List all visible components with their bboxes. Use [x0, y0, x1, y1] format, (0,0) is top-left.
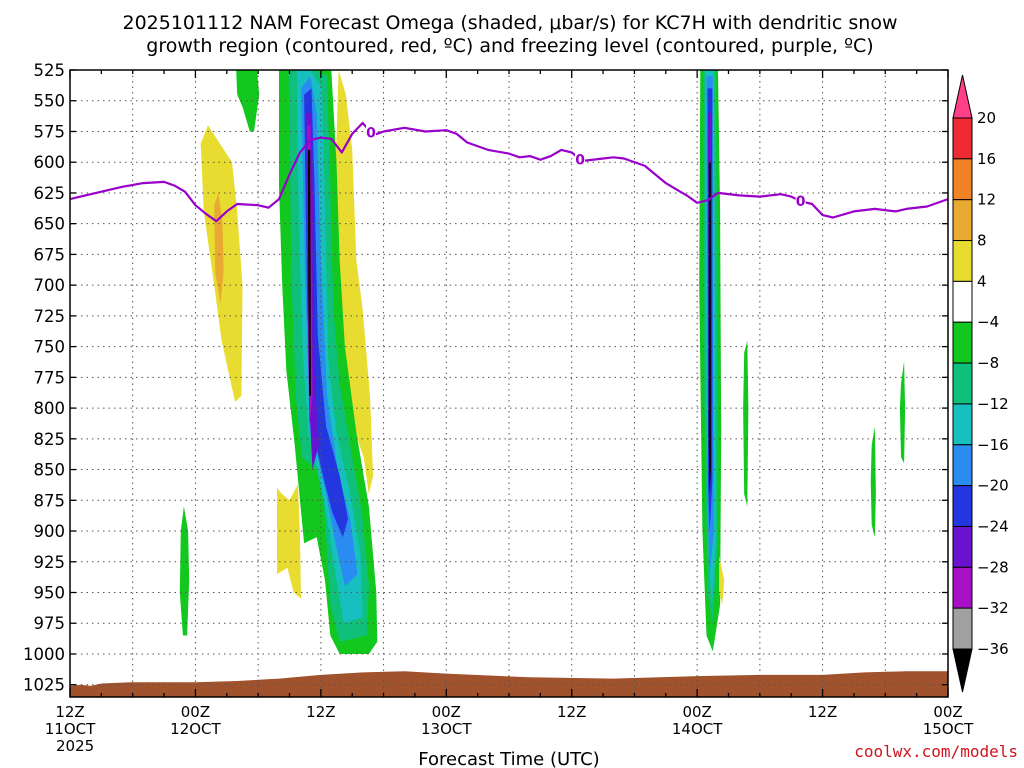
y-tick-label-625: 625: [34, 184, 66, 203]
colorbar-box-9: [952, 485, 973, 527]
colorbar: 20 16 12 8 4 −4 −8 −12 −16 −20 −24 −28 −32 −36: [952, 74, 1009, 693]
x-tick-label-3-1: 13OCT: [421, 720, 472, 738]
colorbar-label-11: −28: [977, 558, 1009, 576]
colorbar-label-7: −12: [977, 395, 1009, 413]
colorbar-box-7: [952, 403, 973, 446]
omega-region-green-12Oct-upper: [236, 70, 260, 132]
omega-region-yellow-behind-main: [333, 70, 374, 495]
colorbar-box-1: [952, 158, 973, 201]
y-tick-label-875: 875: [34, 491, 66, 510]
colorbar-top-triangle: [952, 74, 973, 119]
x-tick-label-1-1: 12OCT: [170, 720, 221, 738]
omega-region-green-14Oct-a: [743, 340, 749, 507]
y-tick-label-550: 550: [34, 92, 66, 111]
axes: 525 550 575 600 625 650 675 700 725 750 775 800 825 8…: [23, 61, 974, 755]
x-tick-label-0-1: 11OCT: [45, 720, 96, 738]
y-tick-label-775: 775: [34, 368, 66, 387]
colorbar-box-3: [952, 240, 973, 282]
plot-area: 0 0 0: [70, 70, 948, 697]
x-tick-label-7-1: 15OCT: [923, 720, 974, 738]
x-tick-label-6-0: 12Z: [808, 703, 837, 721]
y-tick-label-675: 675: [34, 245, 66, 264]
colorbar-bottom-triangle: [952, 648, 973, 693]
freezing-level-label-0: 0: [366, 126, 376, 142]
colorbar-label-5: −4: [977, 313, 999, 331]
colorbar-label-0: 20: [977, 109, 996, 127]
omega-region-green-12Oct-low: [179, 506, 190, 636]
omega-region-green-14Oct-b: [870, 426, 876, 538]
y-tick-label-900: 900: [34, 522, 66, 541]
colorbar-label-4: 4: [977, 272, 987, 290]
y-tick-label-525: 525: [34, 61, 66, 80]
y-tick-label-800: 800: [34, 399, 66, 418]
omega-region-main-black: [307, 149, 311, 396]
colorbar-box-12: [952, 607, 973, 650]
colorbar-box-2: [952, 199, 973, 242]
omega-region-band14-black: [708, 162, 711, 495]
x-tick-label-7-0: 00Z: [933, 703, 962, 721]
y-tick-label-1000: 1000: [23, 645, 65, 664]
colorbar-label-12: −32: [977, 599, 1009, 617]
y-tick-label-1025: 1025: [23, 676, 65, 695]
colorbar-box-6: [952, 362, 973, 405]
freezing-level-label-2: 0: [796, 194, 806, 210]
colorbar-box-0: [952, 117, 973, 160]
x-tick-label-5-0: 00Z: [682, 703, 711, 721]
colorbar-label-8: −16: [977, 436, 1009, 454]
colorbar-box-4: [952, 280, 973, 323]
x-tick-label-1-0: 00Z: [181, 703, 210, 721]
colorbar-box-10: [952, 525, 973, 568]
x-tick-label-3-0: 00Z: [432, 703, 461, 721]
y-tick-label-575: 575: [34, 122, 66, 141]
colorbar-label-13: −36: [977, 640, 1009, 658]
plot-layers: 0 0 0: [70, 70, 948, 697]
colorbar-label-2: 12: [977, 191, 996, 209]
y-tick-label-950: 950: [34, 584, 66, 603]
omega-region-green-14Oct-c: [899, 361, 906, 464]
y-tick-label-750: 750: [34, 338, 66, 357]
credit-text: coolwx.com/models: [854, 742, 1018, 761]
y-tick-label-725: 725: [34, 307, 66, 326]
colorbar-label-1: 16: [977, 150, 996, 168]
y-tick-label-600: 600: [34, 153, 66, 172]
x-axis-label: Forecast Time (UTC): [418, 749, 599, 768]
terrain: [70, 671, 948, 697]
freezing-level-label-1: 0: [575, 152, 585, 168]
x-tick-label-2-0: 12Z: [306, 703, 335, 721]
freezing-label-bg-2: [795, 193, 806, 209]
y-tick-label-925: 925: [34, 553, 66, 572]
y-tick-label-850: 850: [34, 461, 66, 480]
colorbar-box-11: [952, 566, 973, 609]
chart-title-line1: 2025101112 NAM Forecast Omega (shaded, μ…: [122, 12, 897, 34]
y-tick-label-975: 975: [34, 614, 66, 633]
y-tick-label-700: 700: [34, 276, 66, 295]
x-tick-label-0-2: 2025: [56, 737, 94, 755]
chart-title-line2: growth region (contoured, red, ºC) and f…: [146, 35, 873, 57]
freezing-label-bg-1: [575, 151, 586, 167]
colorbar-box-5: [952, 321, 973, 364]
colorbar-label-6: −8: [977, 354, 999, 372]
freezing-level-line: [70, 121, 948, 223]
x-tick-label-0-0: 12Z: [55, 703, 84, 721]
y-tick-label-650: 650: [34, 215, 66, 234]
freezing-label-bg-0: [366, 124, 377, 140]
colorbar-label-3: 8: [977, 232, 987, 250]
x-tick-label-4-0: 12Z: [557, 703, 586, 721]
y-tick-label-825: 825: [34, 430, 66, 449]
omega-region-main-blue: [301, 76, 358, 587]
colorbar-label-9: −20: [977, 477, 1009, 495]
colorbar-box-8: [952, 444, 973, 487]
x-tick-label-5-1: 14OCT: [672, 720, 723, 738]
omega-region-small-yellow-12Oct: [277, 484, 301, 599]
colorbar-label-10: −24: [977, 517, 1009, 535]
